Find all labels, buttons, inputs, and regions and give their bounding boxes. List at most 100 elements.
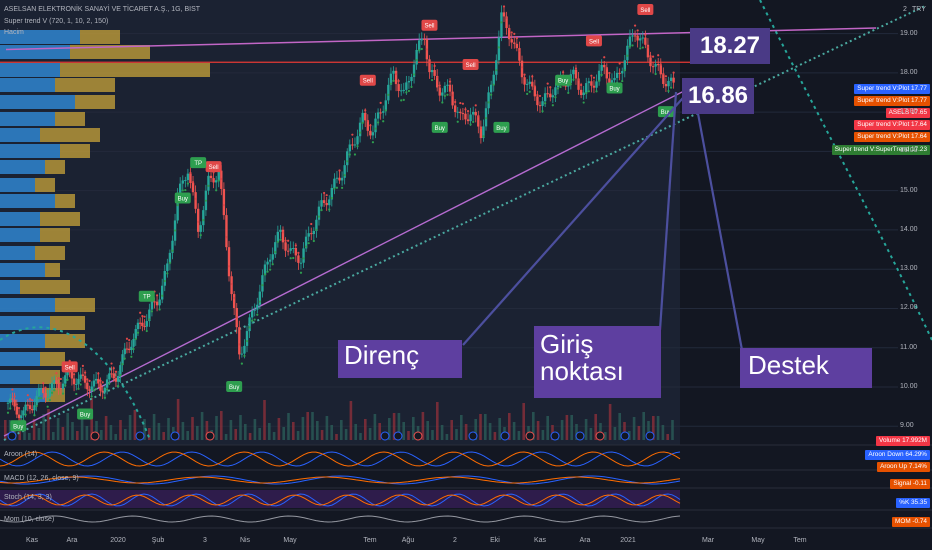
- sell-signal-label: Sell: [462, 58, 479, 70]
- candle-body: [22, 410, 25, 416]
- supertrend-dot: [274, 251, 277, 254]
- volume-profile-bar: [40, 228, 70, 242]
- candle-body: [266, 261, 269, 265]
- supertrend-dot: [587, 90, 590, 93]
- supertrend-dot: [448, 80, 452, 83]
- candle-body: [389, 73, 393, 85]
- supertrend-dot: [132, 347, 135, 351]
- volume-profile-bar: [0, 316, 50, 330]
- candle-body: [600, 64, 603, 71]
- volume-bar: [124, 429, 127, 440]
- mom-label[interactable]: Mom (10, close): [4, 516, 55, 523]
- supertrend-dot: [139, 311, 142, 314]
- supertrend-dot: [15, 403, 18, 406]
- supertrend-dot: [305, 245, 308, 248]
- volume-profile-bar: [0, 30, 80, 44]
- candle-body: [628, 36, 632, 46]
- volume-bar: [157, 423, 161, 440]
- candle-body: [538, 105, 542, 107]
- event-marker: [380, 431, 390, 441]
- candle-body: [171, 240, 174, 253]
- candle-body: [112, 373, 115, 379]
- candle-body: [184, 180, 187, 182]
- aroon-label[interactable]: Aroon (14): [4, 451, 38, 458]
- candle-body: [441, 92, 444, 96]
- candle-body: [114, 378, 118, 382]
- supertrend-dot: [438, 84, 441, 87]
- volume-bar: [253, 419, 257, 440]
- indicator-label[interactable]: Super trend V (720, 1, 10, 2, 150): [4, 18, 109, 25]
- candle-body: [482, 126, 485, 139]
- candle-body: [549, 93, 552, 98]
- candle-body: [528, 81, 531, 84]
- supertrend-dot: [369, 124, 372, 127]
- candle-body: [59, 388, 63, 390]
- candle-body: [240, 353, 244, 355]
- volume-bar: [162, 432, 165, 440]
- candle-body: [289, 248, 292, 251]
- candle-body: [384, 100, 387, 112]
- giris-text-1: Giriş: [540, 329, 594, 359]
- candle-body: [101, 390, 104, 393]
- candle-body: [477, 115, 480, 127]
- supertrend-dot: [28, 397, 32, 401]
- volume-profile-bar: [0, 128, 40, 142]
- volume-bar: [632, 417, 636, 440]
- supertrend-dot: [143, 315, 146, 318]
- candle-body: [500, 12, 503, 38]
- event-marker: [575, 431, 585, 441]
- event-marker: [90, 431, 100, 441]
- candle-body: [119, 365, 122, 377]
- candle-body: [644, 37, 647, 45]
- volume-profile-bar: [40, 212, 80, 226]
- buy-signal-label: Buy: [493, 121, 510, 133]
- volume-bar: [637, 426, 641, 440]
- volume-bar: [301, 417, 305, 440]
- svg-text:Sell: Sell: [466, 63, 476, 69]
- volume-bar: [484, 414, 487, 440]
- candle-body: [646, 44, 650, 58]
- candle-body: [657, 63, 660, 66]
- candle-body: [77, 378, 80, 384]
- candle-body: [103, 387, 107, 393]
- volume-bar: [95, 421, 98, 440]
- supertrend-dot: [75, 392, 78, 396]
- svg-text:Buy: Buy: [178, 197, 188, 203]
- supertrend-dot: [351, 133, 354, 136]
- supertrend-dot: [528, 90, 531, 93]
- indicator-tag: Aroon Down 64.29%: [865, 450, 930, 460]
- x-tick-label: Kas: [25, 537, 39, 544]
- indicator-tag: MOM -0.74: [892, 517, 930, 527]
- sell-signal-label: Sell: [359, 74, 376, 86]
- supertrend-dot: [657, 54, 660, 57]
- supertrend-dot: [248, 326, 251, 329]
- volume-bar: [412, 417, 415, 440]
- volume-profile-bar: [50, 316, 85, 330]
- volume-profile-bar: [0, 144, 60, 158]
- volume-bar: [56, 418, 60, 440]
- volume-bar: [191, 417, 194, 440]
- supertrend-dot: [544, 102, 547, 105]
- indicator-tag: %K 35.35: [896, 498, 930, 508]
- stoch-label[interactable]: Stoch (14, 3, 3): [4, 494, 52, 501]
- volume-bar: [546, 416, 549, 440]
- candle-body: [410, 76, 413, 82]
- connector-giris: [658, 91, 678, 331]
- candle-body: [502, 12, 506, 17]
- tp-signal-label: TP: [190, 157, 207, 169]
- supertrend-dot: [13, 395, 16, 398]
- supertrend-dot: [207, 184, 210, 187]
- candle-body: [546, 93, 549, 95]
- macd-label[interactable]: MACD (12, 26, close, 9): [4, 475, 79, 482]
- supertrend-dot: [266, 270, 269, 273]
- candle-body: [90, 386, 93, 391]
- candle-body: [31, 409, 34, 411]
- supertrend-dot: [161, 294, 164, 297]
- svg-text:Buy: Buy: [229, 385, 239, 391]
- candle-body: [631, 35, 634, 37]
- supertrend-dot: [37, 397, 40, 400]
- supertrend-dot: [289, 257, 292, 260]
- volume-profile-bar: [60, 63, 210, 77]
- candle-body: [489, 84, 493, 93]
